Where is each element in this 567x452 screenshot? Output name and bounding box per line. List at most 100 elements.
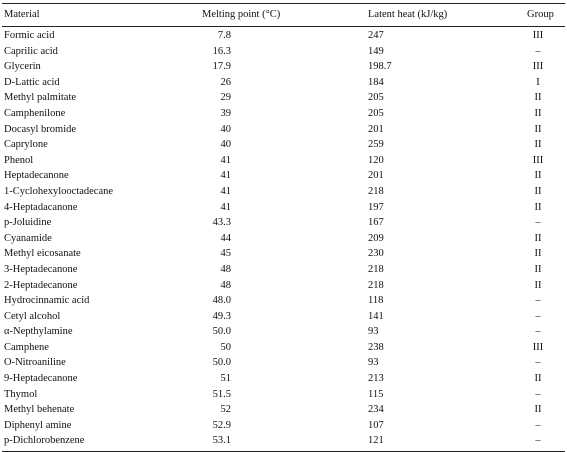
cell-latent-heat-wrap: 115 — [368, 387, 527, 403]
cell-latent-heat: 213 — [368, 373, 384, 385]
cell-latent-heat: 247 — [368, 30, 384, 41]
table-row: 9-Heptadecanone 51 213 II — [2, 371, 565, 387]
cell-material: Caprilic acid — [4, 45, 58, 57]
cell-melting-point: 48.0 — [212, 295, 231, 307]
cell-material: Camphenilone — [4, 107, 66, 119]
cell-group: III — [532, 30, 544, 41]
cell-melting-point-wrap: 40 — [202, 137, 368, 153]
cell-material: Phenol — [4, 154, 34, 166]
table-row: α-Nepthylamine 50.0 93 – — [2, 324, 565, 340]
cell-material: Cetyl alcohol — [4, 310, 61, 322]
cell-group: II — [534, 404, 542, 416]
cell-melting-point-wrap: 51.5 — [202, 387, 368, 403]
table-row: 2-Heptadecanone 48 218 II — [2, 278, 565, 294]
table-row: Methyl eicosanate 45 230 II — [2, 246, 565, 262]
cell-latent-heat: 218 — [368, 185, 384, 197]
cell-group-wrap: II — [527, 200, 563, 216]
cell-melting-point: 51.5 — [212, 388, 231, 400]
cell-group: III — [532, 61, 544, 73]
cell-group-wrap: II — [527, 371, 563, 387]
table-row: Cetyl alcohol 49.3 141 – — [2, 309, 565, 325]
cell-latent-heat-wrap: 205 — [368, 106, 527, 122]
cell-melting-point: 40 — [220, 123, 232, 135]
cell-melting-point: 40 — [220, 139, 232, 151]
cell-latent-heat-wrap: 118 — [368, 293, 527, 309]
table-top-rule — [2, 3, 565, 4]
table-row: Phenol 41 120 III — [2, 153, 565, 169]
table-row: Formic acid 7.8 247 III — [2, 28, 565, 44]
cell-melting-point: 48 — [220, 279, 232, 291]
cell-latent-heat-wrap: 218 — [368, 184, 527, 200]
cell-melting-point: 41 — [220, 170, 232, 182]
cell-latent-heat: 259 — [368, 139, 384, 151]
cell-group-wrap: II — [527, 137, 563, 153]
cell-latent-heat-wrap: 213 — [368, 371, 527, 387]
cell-latent-heat-wrap: 197 — [368, 200, 527, 216]
cell-material: Cyanamide — [4, 232, 52, 244]
cell-material: Heptadecanone — [4, 170, 69, 182]
cell-melting-point-wrap: 52 — [202, 402, 368, 418]
table-row: Methyl behenate 52 234 II — [2, 402, 565, 418]
cell-latent-heat: 205 — [368, 92, 384, 104]
cell-latent-heat-wrap: 149 — [368, 44, 527, 60]
cell-group-wrap: II — [527, 184, 563, 200]
cell-group: II — [534, 201, 542, 213]
cell-melting-point: 51 — [220, 373, 232, 385]
cell-group-wrap: – — [527, 418, 563, 434]
cell-melting-point: 52.9 — [212, 419, 231, 431]
cell-melting-point: 43.3 — [212, 217, 231, 229]
header-latent-heat: Latent heat (kJ/kg) — [368, 9, 448, 20]
cell-material: Caprylone — [4, 139, 48, 151]
cell-latent-heat-wrap: 141 — [368, 309, 527, 325]
cell-group-wrap: I — [527, 75, 563, 91]
table-row: p-Joluidine 43.3 167 – — [2, 215, 565, 231]
cell-material: 9-Heptadecanone — [4, 373, 78, 385]
cell-group: II — [534, 373, 542, 385]
cell-melting-point: 50.0 — [212, 357, 231, 369]
cell-melting-point-wrap: 17.9 — [202, 59, 368, 75]
cell-group: – — [535, 326, 541, 338]
cell-group: – — [535, 310, 541, 322]
cell-melting-point: 41 — [220, 185, 232, 197]
cell-melting-point: 48 — [220, 263, 232, 275]
cell-latent-heat-wrap: 201 — [368, 168, 527, 184]
cell-material: Formic acid — [4, 30, 55, 41]
cell-latent-heat-wrap: 201 — [368, 122, 527, 138]
cell-latent-heat-wrap: 198.7 — [368, 59, 527, 75]
cell-group-wrap: II — [527, 262, 563, 278]
cell-latent-heat: 198.7 — [368, 61, 392, 73]
cell-group: II — [534, 248, 542, 260]
cell-melting-point: 50 — [220, 341, 232, 353]
cell-melting-point-wrap: 43.3 — [202, 215, 368, 231]
cell-latent-heat: 184 — [368, 76, 384, 88]
cell-latent-heat: 141 — [368, 310, 384, 322]
cell-group-wrap: III — [527, 340, 563, 356]
cell-group-wrap: II — [527, 122, 563, 138]
cell-latent-heat: 93 — [368, 326, 379, 338]
cell-group: II — [534, 170, 542, 182]
cell-latent-heat: 234 — [368, 404, 384, 416]
cell-group-wrap: II — [527, 106, 563, 122]
table-row: Camphenilone 39 205 II — [2, 106, 565, 122]
cell-group-wrap: – — [527, 44, 563, 60]
cell-group-wrap: III — [527, 28, 563, 44]
header-melting-point: Melting point (°C) — [202, 9, 281, 20]
table-row: Hydrocinnamic acid 48.0 118 – — [2, 293, 565, 309]
cell-material: Methyl behenate — [4, 404, 75, 416]
cell-material: Docasyl bromide — [4, 123, 77, 135]
cell-group: II — [534, 139, 542, 151]
cell-latent-heat: 118 — [368, 295, 384, 307]
cell-melting-point: 17.9 — [212, 61, 231, 73]
cell-material: Diphenyl amine — [4, 419, 72, 431]
cell-group-wrap: – — [527, 293, 563, 309]
cell-melting-point: 41 — [220, 201, 232, 213]
cell-group: III — [532, 341, 544, 353]
cell-latent-heat: 167 — [368, 217, 384, 229]
cell-latent-heat: 201 — [368, 123, 384, 135]
cell-melting-point-wrap: 41 — [202, 184, 368, 200]
cell-melting-point: 39 — [220, 107, 232, 119]
cell-latent-heat: 205 — [368, 107, 384, 119]
cell-melting-point-wrap: 52.9 — [202, 418, 368, 434]
cell-material: Thymol — [4, 388, 38, 400]
cell-group: – — [535, 435, 541, 447]
